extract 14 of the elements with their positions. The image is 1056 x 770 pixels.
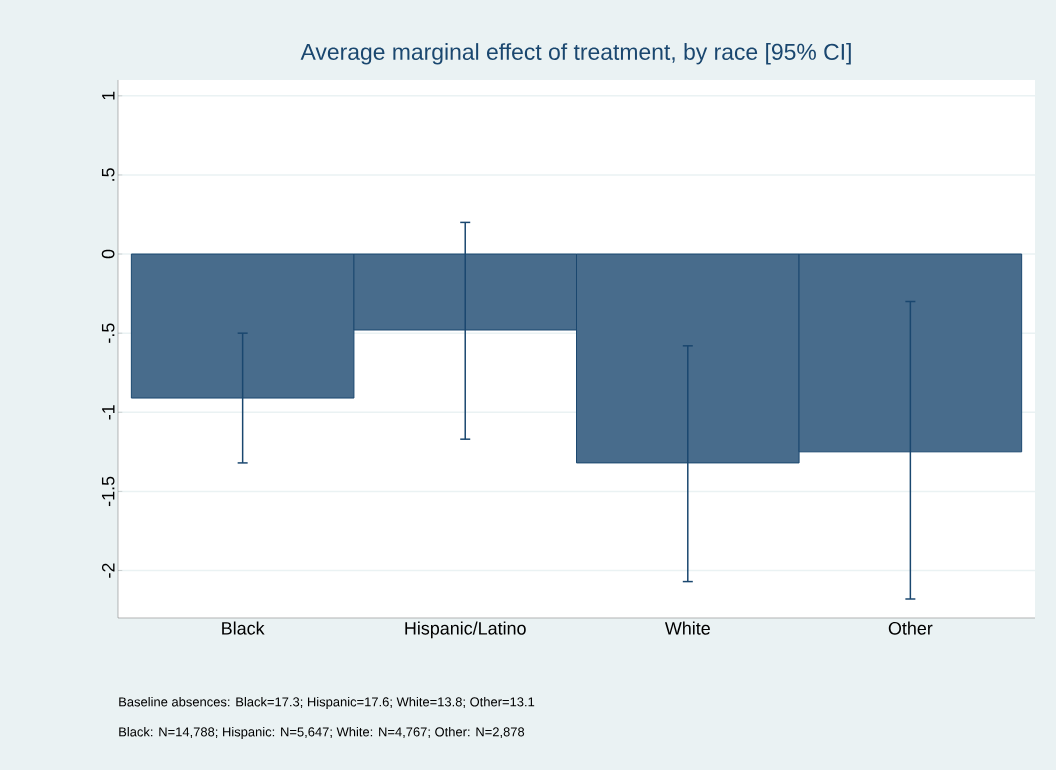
x-tick-label: White xyxy=(664,621,710,635)
y-tick-label: 0 xyxy=(101,249,115,259)
y-tick-label: -2 xyxy=(101,563,115,578)
chart-title: Average marginal effect of treatment, by race [95% CI] xyxy=(300,43,851,65)
x-tick-label: Black xyxy=(222,621,265,635)
text: Black: N=14,788; Hispanic: N=5,647; White: N=4,767; Other: N=2,878 xyxy=(119,726,525,740)
y-tick-label: -1.5 xyxy=(101,476,115,507)
y-tick-label: -1 xyxy=(102,405,115,420)
text: Baseline absences: Black=17.3; Hispanic=17.6; White=13.8; Other=13.1 xyxy=(119,696,535,710)
x-tick-label: Other xyxy=(888,621,933,635)
x-tick-label: Hispanic/Latino xyxy=(405,621,526,639)
y-tick-label: .5 xyxy=(101,168,115,181)
y-tick-label: 1 xyxy=(102,91,115,100)
y-tick-label: -.5 xyxy=(101,323,115,343)
